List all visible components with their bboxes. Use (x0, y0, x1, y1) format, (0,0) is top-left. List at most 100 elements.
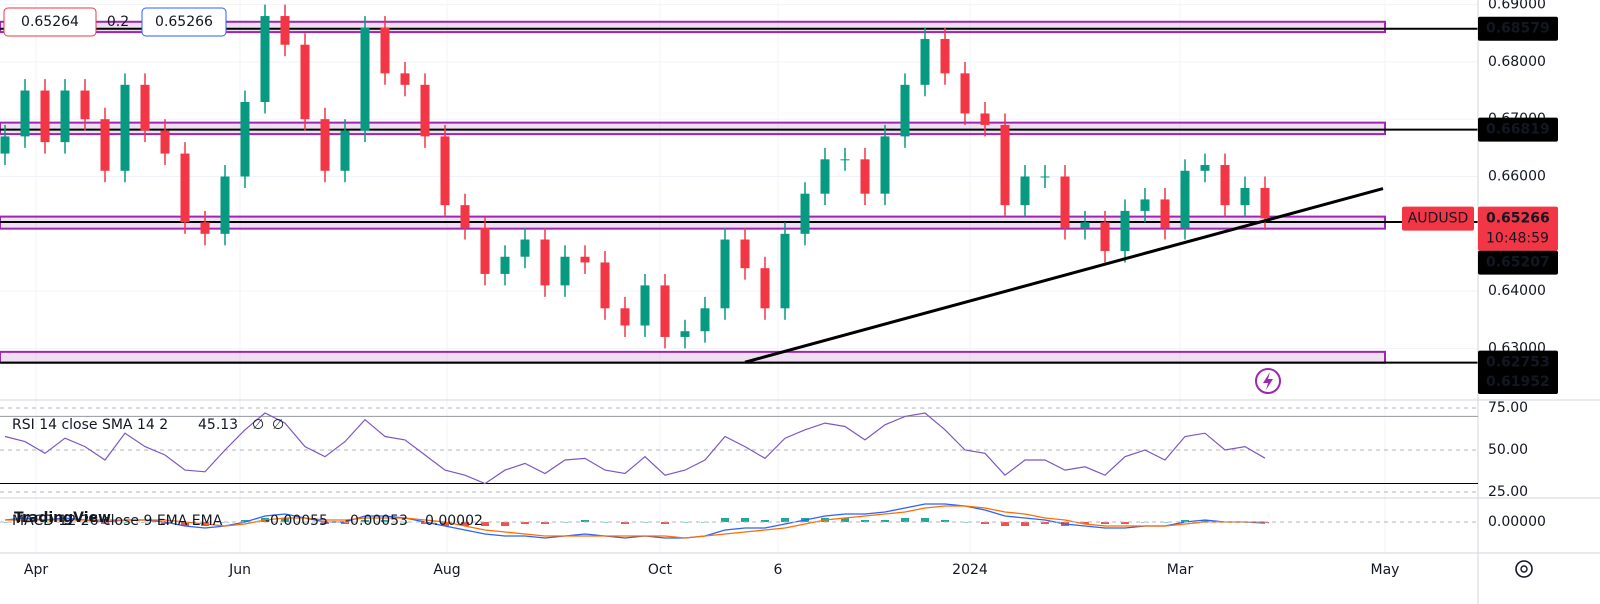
macd-histogram-bar (861, 520, 869, 522)
x-tick-label: Oct (648, 562, 673, 578)
macd-line (4, 503, 1266, 539)
macd-histogram-bar (921, 518, 929, 522)
macd-histogram-bar (1181, 520, 1189, 522)
macd-histogram-bar (981, 522, 989, 524)
macd-histogram-bar (1101, 522, 1109, 524)
level-label-box (1478, 350, 1558, 375)
candle-body (600, 262, 610, 309)
candle-body (640, 285, 650, 326)
candle-body (960, 73, 970, 114)
x-tick-label: Apr (24, 562, 48, 578)
candle-body (700, 308, 710, 332)
macd-histogram-bar (621, 522, 629, 524)
bid[interactable]: 0.65264 (21, 14, 79, 30)
macd-histogram-bar (721, 518, 729, 522)
ask[interactable]: 0.65266 (155, 14, 213, 30)
countdown: 10:48:59 (1486, 231, 1549, 247)
macd-histogram-bar (41, 522, 49, 523)
candle-body (1140, 199, 1150, 211)
macd-histogram-bar (681, 522, 689, 523)
y-tick-label: 0.00000 (1488, 514, 1546, 530)
macd-histogram-bar (1201, 520, 1209, 522)
x-tick-label: 6 (774, 562, 783, 578)
macd-histogram-bar (521, 522, 529, 524)
candle-body (1080, 222, 1090, 229)
y-tick-label: 0.68000 (1488, 54, 1546, 70)
candle-body (560, 256, 570, 286)
rsi-title: RSI 14 close SMA 14 2 (12, 417, 168, 433)
candle-body (60, 90, 70, 143)
macd-histogram-bar (281, 518, 289, 522)
macd-histogram-bar (741, 518, 749, 522)
candle-body (1220, 165, 1230, 206)
candle-body (200, 222, 210, 234)
last-price-label: 0.65266 (1486, 211, 1550, 227)
candle-body (1180, 170, 1190, 229)
candle-body (120, 84, 130, 171)
macd-histogram-bar (481, 522, 489, 526)
candle-body (520, 239, 530, 257)
candle-body (900, 84, 910, 137)
candle-body (920, 38, 930, 85)
candle-body (240, 102, 250, 177)
macd-histogram-bar (1021, 522, 1029, 526)
macd-histogram-bar (161, 522, 169, 524)
macd-histogram-bar (541, 522, 549, 524)
macd-histogram-bar (961, 522, 969, 523)
x-tick-label: Aug (433, 562, 460, 578)
candle-body (740, 239, 750, 269)
macd-histogram-bar (101, 522, 109, 524)
watermark: TradingView (14, 510, 111, 526)
symbol-box (1402, 206, 1474, 231)
candle-body (940, 38, 950, 74)
y-tick-label: 0.69000 (1488, 0, 1546, 13)
level-label: 0.65207 (1486, 255, 1550, 271)
macd-histogram-bar (601, 522, 609, 523)
macd-histogram-bar (901, 518, 909, 522)
alert-icon-bolt (1263, 372, 1273, 390)
macd-histogram-bar (441, 522, 449, 526)
macd-histogram-bar (181, 522, 189, 526)
candle-body (420, 84, 430, 137)
macd-histogram-bar (841, 518, 849, 522)
candle-body (620, 308, 630, 326)
level-label: 0.66819 (1486, 122, 1550, 138)
y-tick-label: 25.00 (1488, 484, 1528, 500)
macd-histogram-bar (561, 522, 569, 523)
macd-histogram-bar (581, 520, 589, 522)
level-label-box (1478, 16, 1558, 41)
candle-body (260, 16, 270, 103)
settings-button-hub (1520, 565, 1528, 573)
level-label-box (1478, 117, 1558, 142)
macd-histogram-bar (421, 522, 429, 524)
macd-histogram-bar (881, 520, 889, 522)
candle-body (1100, 222, 1110, 252)
last-price-box (1478, 206, 1558, 251)
settings-button[interactable] (1515, 560, 1533, 578)
candle-body (1000, 124, 1010, 206)
y-tick-label: 75.00 (1488, 400, 1528, 416)
candle-body (100, 119, 110, 171)
macd-histogram-bar (121, 522, 129, 523)
candle-body (40, 90, 50, 143)
candle-body (340, 130, 350, 171)
ask-box[interactable] (141, 7, 227, 37)
candle-body (180, 153, 190, 223)
candle-body (580, 256, 590, 263)
x-tick-label: 2024 (952, 562, 988, 578)
macd-legend-value: -0.00055 (265, 513, 328, 529)
candle-body (840, 159, 850, 161)
candle-body (400, 73, 410, 85)
x-tick-label: Mar (1167, 562, 1194, 578)
candle-body (880, 136, 890, 194)
candle-body (440, 136, 450, 206)
macd-histogram-bar (341, 522, 349, 524)
y-tick-label: 0.64000 (1488, 283, 1546, 299)
bid-box[interactable] (3, 7, 97, 37)
candle-body (80, 90, 90, 120)
macd-histogram-bar (0, 522, 9, 523)
macd-histogram-bar (781, 518, 789, 522)
candle-body (780, 233, 790, 309)
